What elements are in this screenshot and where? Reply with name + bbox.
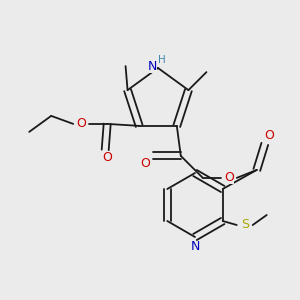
Text: O: O: [140, 158, 150, 170]
Text: N: N: [147, 59, 157, 73]
Text: N: N: [190, 241, 200, 254]
Text: O: O: [264, 129, 274, 142]
Text: S: S: [241, 218, 249, 232]
Text: O: O: [224, 171, 234, 184]
Text: O: O: [102, 152, 112, 164]
Text: O: O: [76, 117, 86, 130]
Text: H: H: [158, 55, 166, 65]
